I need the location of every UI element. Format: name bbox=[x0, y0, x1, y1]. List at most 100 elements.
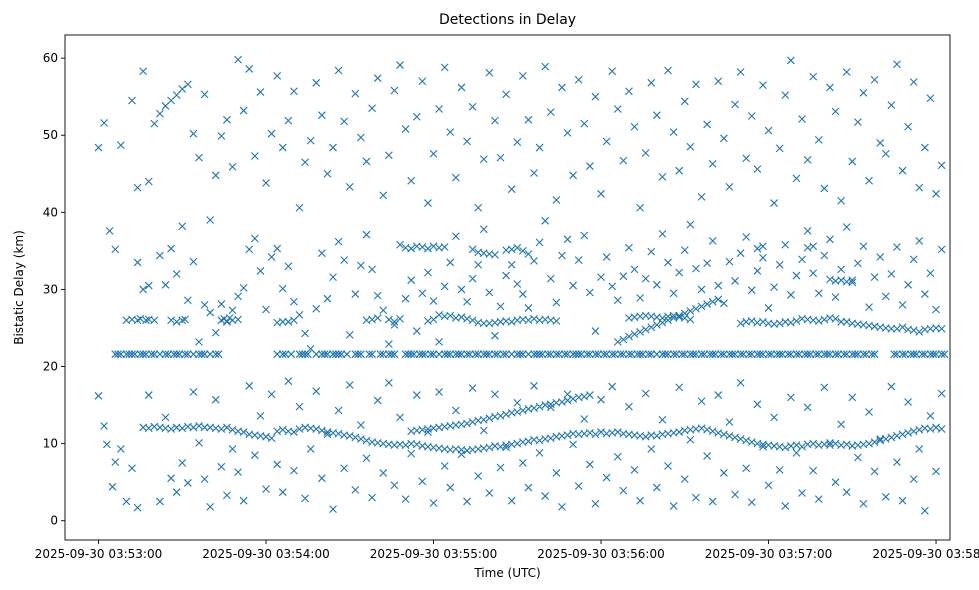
detection-point bbox=[644, 350, 653, 359]
detection-point bbox=[585, 460, 594, 469]
detection-point bbox=[926, 94, 935, 103]
detection-point bbox=[865, 303, 873, 312]
detection-point bbox=[686, 307, 695, 315]
detection-point bbox=[904, 398, 913, 406]
detection-point bbox=[102, 440, 111, 449]
detection-point bbox=[725, 418, 734, 426]
detection-point bbox=[625, 350, 633, 359]
detection-point bbox=[513, 408, 522, 416]
detection-point bbox=[479, 415, 488, 424]
detection-point bbox=[273, 350, 282, 359]
detection-point bbox=[234, 315, 242, 324]
detection-point bbox=[669, 289, 678, 298]
detection-point bbox=[312, 78, 321, 87]
detection-point bbox=[161, 350, 170, 359]
detection-point bbox=[178, 85, 187, 93]
detection-point bbox=[130, 350, 139, 359]
detection-point bbox=[786, 56, 795, 65]
detection-point bbox=[731, 490, 739, 499]
detection-point bbox=[597, 428, 605, 436]
detection-point bbox=[538, 350, 547, 359]
detection-point bbox=[937, 245, 946, 254]
detection-point bbox=[692, 80, 700, 89]
detection-point bbox=[904, 280, 913, 289]
detection-point bbox=[334, 429, 343, 438]
detection-point bbox=[876, 139, 885, 147]
y-tick-label: 10 bbox=[43, 437, 58, 451]
detection-point bbox=[697, 302, 706, 311]
detection-point bbox=[418, 477, 427, 486]
detection-point bbox=[234, 468, 242, 477]
detection-point bbox=[206, 350, 215, 359]
detection-point bbox=[625, 243, 633, 252]
detection-point bbox=[351, 433, 360, 442]
detection-point bbox=[926, 425, 935, 433]
detection-point bbox=[390, 86, 399, 95]
detection-point bbox=[172, 488, 181, 497]
detection-point bbox=[451, 350, 460, 359]
detection-point bbox=[706, 350, 714, 359]
detection-point bbox=[580, 119, 589, 128]
detection-point bbox=[446, 350, 455, 359]
detection-point bbox=[898, 496, 907, 505]
detection-point bbox=[463, 297, 471, 306]
detection-point bbox=[524, 250, 533, 258]
detection-point bbox=[410, 350, 418, 359]
detection-point bbox=[636, 294, 644, 302]
detection-point bbox=[639, 350, 647, 359]
detection-point bbox=[842, 440, 851, 449]
detection-point bbox=[530, 404, 538, 413]
detection-point bbox=[792, 448, 801, 457]
detection-point bbox=[320, 350, 329, 359]
detection-point bbox=[915, 425, 924, 434]
detection-point bbox=[767, 350, 776, 359]
detection-point bbox=[898, 323, 907, 332]
detection-point bbox=[920, 290, 929, 298]
detection-point bbox=[463, 419, 471, 428]
detection-point bbox=[541, 492, 550, 500]
detection-point bbox=[150, 119, 159, 128]
detection-point bbox=[485, 68, 494, 77]
detection-point bbox=[122, 497, 131, 506]
detection-point bbox=[775, 319, 784, 328]
detection-point bbox=[214, 350, 223, 359]
detection-point bbox=[491, 250, 499, 259]
detection-point bbox=[164, 350, 173, 359]
detection-point bbox=[217, 300, 226, 308]
detection-point bbox=[217, 462, 226, 471]
detection-point bbox=[301, 158, 309, 167]
detection-point bbox=[669, 350, 678, 359]
detection-point bbox=[569, 171, 577, 180]
x-tick-label: 2025-09-30 03:56:00 bbox=[537, 547, 664, 561]
detection-point bbox=[334, 66, 343, 75]
detection-point bbox=[616, 350, 625, 359]
detection-point bbox=[859, 88, 868, 97]
detection-point bbox=[161, 413, 170, 422]
detection-point bbox=[826, 350, 834, 359]
detection-point bbox=[379, 350, 388, 359]
detection-point bbox=[317, 249, 326, 258]
detection-point bbox=[842, 223, 851, 231]
detection-point bbox=[379, 191, 388, 200]
detection-point bbox=[435, 310, 443, 319]
detection-point bbox=[200, 300, 209, 309]
detection-point bbox=[156, 109, 164, 118]
detection-point bbox=[189, 350, 198, 359]
detection-point bbox=[189, 423, 198, 432]
detection-point bbox=[390, 481, 399, 490]
detection-point bbox=[463, 497, 471, 506]
detection-point bbox=[870, 467, 879, 476]
detection-point bbox=[446, 258, 455, 267]
detection-point bbox=[647, 323, 656, 332]
detection-point bbox=[731, 433, 739, 442]
detection-point bbox=[396, 314, 404, 323]
detection-point bbox=[759, 317, 767, 326]
detection-point bbox=[401, 441, 410, 450]
detection-point bbox=[518, 246, 527, 255]
detection-point bbox=[234, 292, 242, 301]
detection-point bbox=[759, 81, 767, 90]
detection-point bbox=[781, 240, 790, 249]
detection-point bbox=[756, 350, 765, 359]
detection-point bbox=[167, 244, 175, 253]
detection-point bbox=[862, 350, 871, 359]
